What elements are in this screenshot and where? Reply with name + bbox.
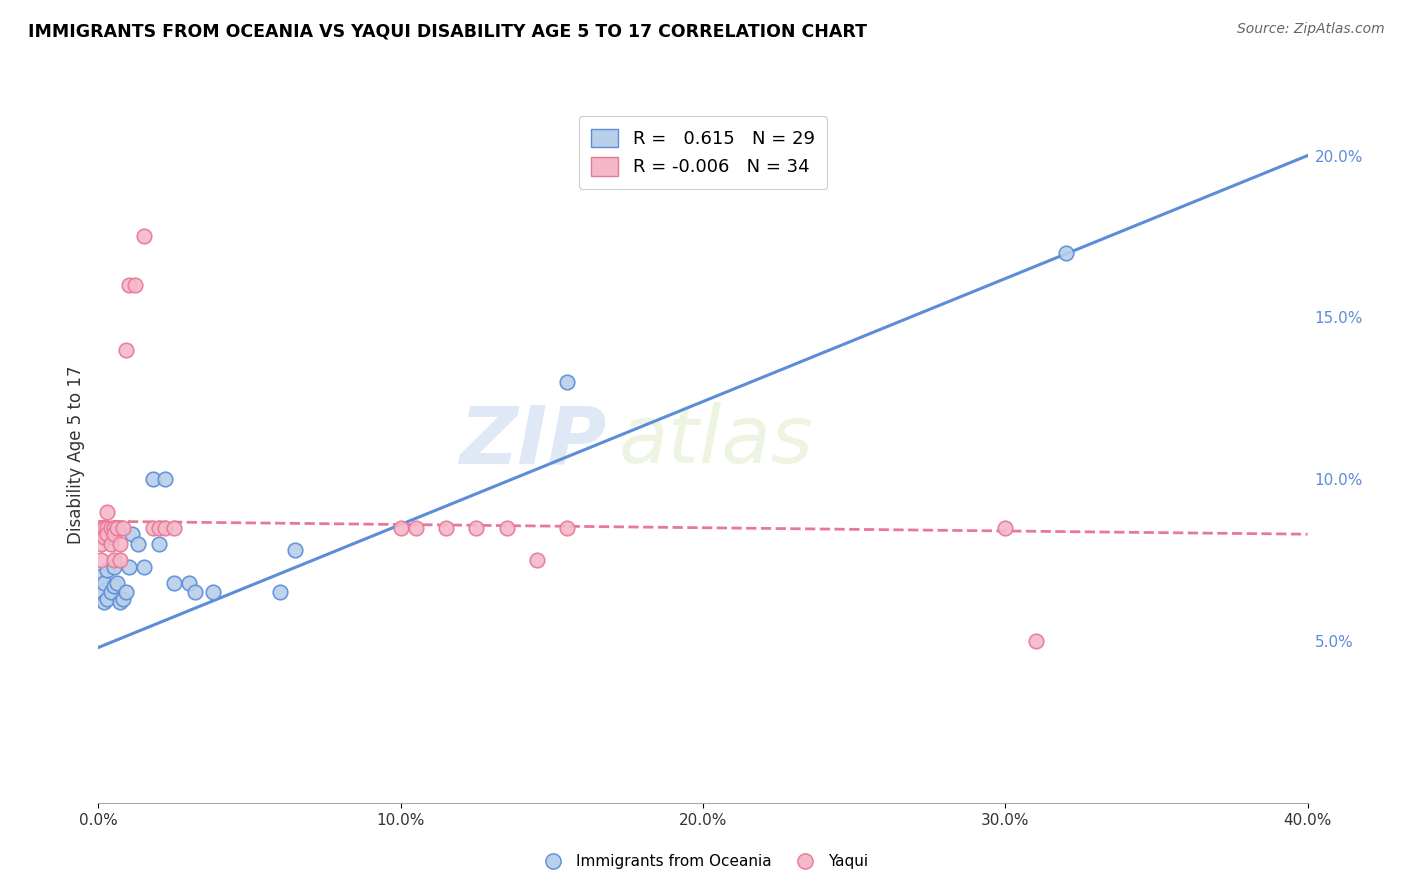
- Point: [1054, 245, 1077, 260]
- Point: [153, 472, 176, 486]
- Point: [103, 527, 125, 541]
- Point: [108, 595, 131, 609]
- Point: [179, 575, 201, 590]
- Point: [118, 278, 141, 293]
- Point: [96, 504, 118, 518]
- Point: [142, 472, 165, 486]
- Point: [93, 595, 115, 609]
- Point: [526, 553, 548, 567]
- Point: [405, 521, 427, 535]
- Point: [93, 521, 115, 535]
- Point: [163, 575, 186, 590]
- Point: [121, 527, 143, 541]
- Point: [103, 579, 125, 593]
- Point: [148, 521, 170, 535]
- Point: [96, 527, 118, 541]
- Point: [142, 521, 165, 535]
- Point: [103, 553, 125, 567]
- Point: [96, 563, 118, 577]
- Point: [114, 585, 136, 599]
- Point: [90, 553, 112, 567]
- Point: [269, 585, 291, 599]
- Point: [90, 521, 112, 535]
- Point: [163, 521, 186, 535]
- Text: Source: ZipAtlas.com: Source: ZipAtlas.com: [1237, 22, 1385, 37]
- Point: [108, 553, 131, 567]
- Point: [132, 559, 155, 574]
- Point: [284, 543, 307, 558]
- Point: [124, 278, 146, 293]
- Point: [495, 521, 517, 535]
- Point: [100, 585, 122, 599]
- Point: [103, 559, 125, 574]
- Point: [100, 531, 122, 545]
- Point: [994, 521, 1017, 535]
- Point: [114, 343, 136, 357]
- Point: [111, 521, 134, 535]
- Point: [96, 521, 118, 535]
- Point: [93, 531, 115, 545]
- Text: IMMIGRANTS FROM OCEANIA VS YAQUI DISABILITY AGE 5 TO 17 CORRELATION CHART: IMMIGRANTS FROM OCEANIA VS YAQUI DISABIL…: [28, 22, 868, 40]
- Point: [389, 521, 412, 535]
- Text: atlas: atlas: [619, 402, 813, 480]
- Point: [153, 521, 176, 535]
- Point: [184, 585, 207, 599]
- Point: [96, 591, 118, 606]
- Point: [555, 521, 578, 535]
- Point: [100, 537, 122, 551]
- Point: [127, 537, 149, 551]
- Point: [434, 521, 457, 535]
- Point: [90, 537, 112, 551]
- Y-axis label: Disability Age 5 to 17: Disability Age 5 to 17: [66, 366, 84, 544]
- Point: [202, 585, 225, 599]
- Point: [555, 375, 578, 389]
- Point: [148, 537, 170, 551]
- Point: [103, 521, 125, 535]
- Point: [105, 575, 128, 590]
- Point: [132, 229, 155, 244]
- Point: [465, 521, 488, 535]
- Point: [111, 591, 134, 606]
- Point: [90, 585, 112, 599]
- Point: [100, 521, 122, 535]
- Point: [90, 569, 112, 583]
- Point: [1024, 634, 1046, 648]
- Text: ZIP: ZIP: [458, 402, 606, 480]
- Point: [93, 575, 115, 590]
- Legend: Immigrants from Oceania, Yaqui: Immigrants from Oceania, Yaqui: [531, 848, 875, 875]
- Point: [118, 559, 141, 574]
- Point: [108, 537, 131, 551]
- Point: [105, 521, 128, 535]
